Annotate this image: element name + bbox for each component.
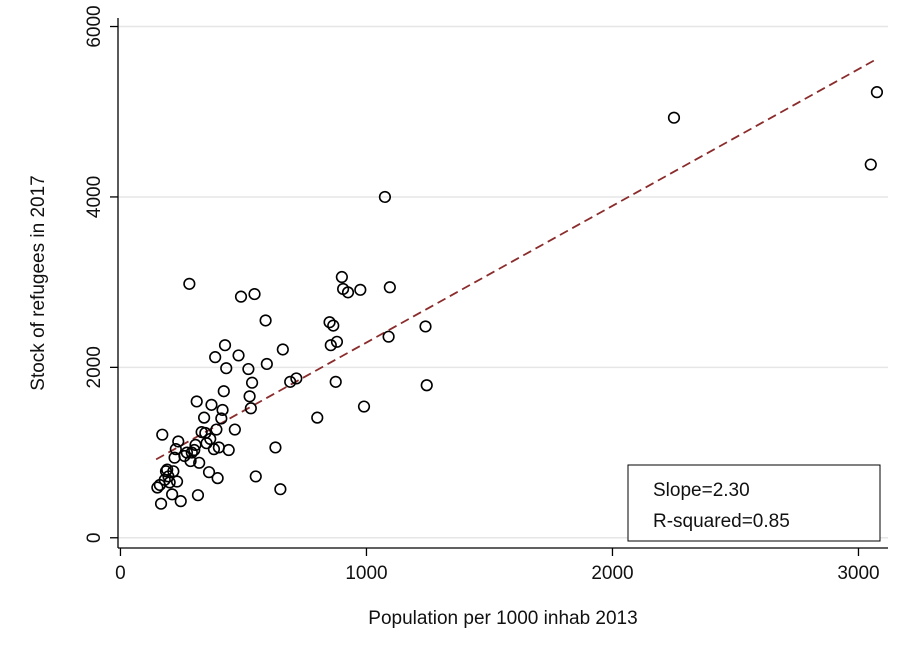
data-point-6 [161,463,174,476]
data-point-55 [269,441,282,454]
data-point-45 [232,349,245,362]
x-tick-label-2: 2000 [591,563,633,584]
y-tick-label-0: 0 [84,532,105,543]
data-point-24 [191,489,205,502]
data-point-46 [234,290,248,303]
data-point-77 [864,158,877,171]
fit-line [155,58,878,461]
data-point-25 [193,456,206,469]
data-point-49 [244,402,257,415]
annotation-r-squared: R-squared=0.85 [653,511,790,532]
data-point-64 [329,375,342,388]
data-point-27 [198,411,211,424]
data-point-9 [166,488,179,501]
x-axis-label: Population per 1000 inhab 2013 [368,608,637,629]
data-point-35 [210,423,223,436]
data-points [151,86,884,510]
data-point-39 [216,403,229,417]
data-point-56 [274,483,287,496]
data-point-18 [183,277,196,290]
data-point-34 [209,351,222,364]
data-point-43 [222,443,235,457]
data-point-36 [211,472,224,485]
data-point-10 [167,465,180,478]
data-point-23 [190,395,203,408]
data-point-52 [249,470,262,483]
data-point-14 [172,435,185,448]
data-point-53 [259,314,272,327]
axes: 0 2000 4000 6000 0 1000 2000 3000 [84,5,888,584]
plot-area [118,18,888,548]
data-point-38 [215,412,228,425]
data-point-48 [243,390,256,403]
data-point-54 [260,357,273,371]
data-point-3 [156,428,169,441]
data-point-62 [324,339,337,352]
data-point-50 [245,376,259,389]
data-point-57 [276,343,289,356]
y-axis-label: Stock of refugees in 2017 [28,175,49,390]
data-point-71 [378,190,392,204]
data-point-47 [242,362,255,376]
data-point-68 [341,286,355,299]
annotation-box: Slope=2.30 R-squared=0.85 [627,464,881,542]
y-tick-label-3: 6000 [84,5,105,47]
data-point-31 [204,432,217,446]
data-point-58 [284,375,297,388]
data-point-13 [170,475,184,488]
annotation-box-border [627,464,881,542]
x-tick-label-0: 0 [115,563,126,584]
data-point-2 [154,497,168,510]
data-point-51 [248,287,261,301]
data-point-60 [311,411,324,424]
data-point-63 [327,319,340,332]
data-point-66 [335,270,348,284]
data-point-65 [330,335,344,348]
data-point-59 [290,372,303,385]
data-point-8 [163,476,176,489]
data-point-69 [354,283,367,296]
data-point-44 [228,423,241,436]
data-point-41 [218,339,232,352]
data-point-19 [184,454,197,468]
data-point-70 [357,400,371,413]
data-point-12 [169,443,182,456]
y-tick-label-1: 2000 [84,346,105,388]
y-tick-label-2: 4000 [84,176,105,218]
x-tick-label-3: 3000 [837,563,879,584]
data-point-75 [420,379,433,392]
data-point-0 [151,481,164,494]
data-point-61 [323,316,336,329]
data-point-73 [383,281,396,294]
data-point-20 [185,446,198,459]
data-point-78 [870,86,884,99]
data-point-21 [188,443,201,457]
data-point-32 [205,398,218,411]
fit-line-group [155,58,878,461]
data-point-40 [217,385,230,398]
data-point-76 [667,111,681,124]
data-point-74 [419,320,432,333]
data-point-30 [202,466,216,479]
data-point-15 [174,495,187,508]
annotation-slope: Slope=2.30 [653,480,750,501]
data-point-42 [220,362,233,375]
x-tick-label-1: 1000 [345,563,387,584]
data-point-72 [382,330,395,343]
